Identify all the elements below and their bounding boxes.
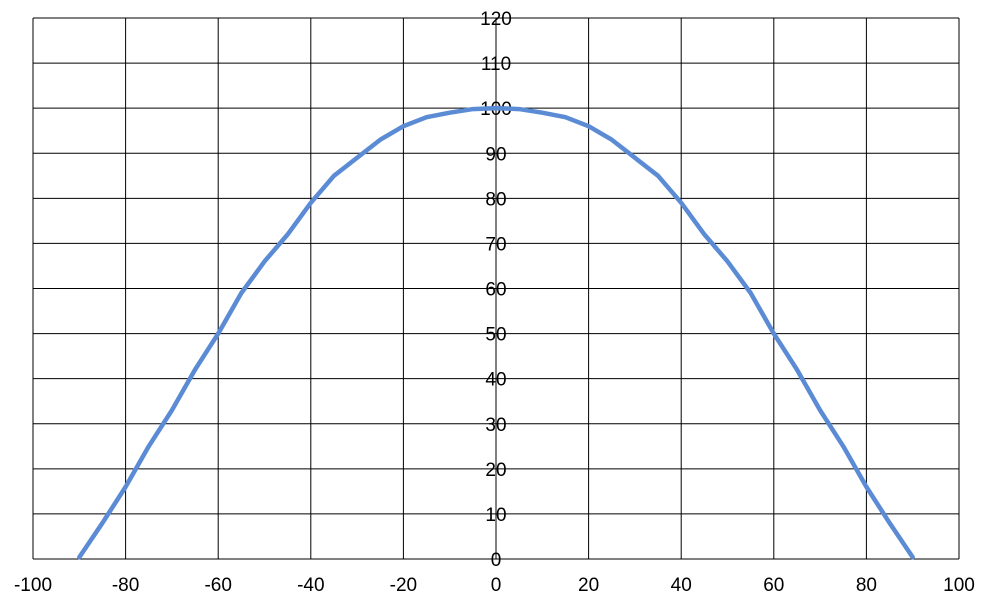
x-tick-label: -20 (390, 575, 417, 596)
y-tick-label: 0 (491, 550, 502, 571)
x-tick-label: 0 (491, 575, 502, 596)
y-tick-label: 90 (485, 144, 506, 165)
x-axis-tick-labels: -100 -80 -60 -40 -20 0 20 40 60 80 100 (14, 575, 975, 596)
y-tick-label: 70 (485, 234, 506, 255)
x-tick-label: -100 (14, 575, 52, 596)
x-tick-label: 40 (671, 575, 692, 596)
y-tick-label: 10 (485, 505, 506, 526)
y-tick-label: 40 (485, 370, 506, 391)
y-tick-label: 110 (481, 54, 511, 75)
y-tick-label: 80 (485, 189, 506, 210)
y-tick-label: 120 (480, 9, 512, 30)
x-tick-label: 100 (943, 575, 975, 596)
y-tick-label: 20 (485, 460, 506, 481)
x-tick-label: 80 (856, 575, 877, 596)
y-tick-label: 60 (485, 280, 506, 301)
y-tick-label: 30 (485, 415, 506, 436)
x-tick-label: -60 (204, 575, 231, 596)
x-tick-label: -80 (112, 575, 139, 596)
y-tick-label: 50 (485, 325, 506, 346)
series-line-0 (77, 105, 915, 560)
data-series (77, 105, 915, 560)
x-tick-label: 20 (578, 575, 599, 596)
x-tick-label: 60 (763, 575, 784, 596)
x-tick-label: -40 (297, 575, 324, 596)
